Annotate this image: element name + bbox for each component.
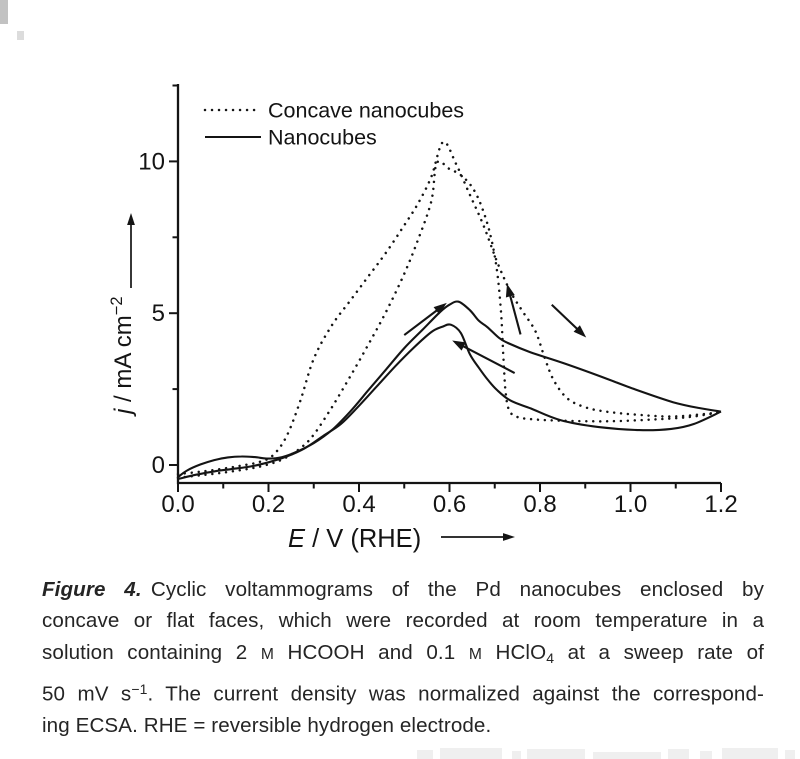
caption-text-4a: 50 mV s bbox=[42, 682, 132, 706]
caption-text-4b: . The current density was normalized aga… bbox=[147, 682, 764, 706]
reverse-rise-up-arrow-shaft bbox=[508, 294, 522, 335]
forward-descent-arrow-shaft bbox=[551, 303, 579, 331]
caption-line-5: ing ECSA. RHE = reversible hydrogen elec… bbox=[42, 713, 492, 737]
cropped-text-artifact bbox=[722, 748, 778, 759]
caption-line-1: Figure 4. Cyclic voltammograms of the Pd … bbox=[42, 574, 764, 605]
reverse-rise-up-arrow bbox=[505, 283, 522, 335]
backward-scan-left-arrow-shaft bbox=[461, 344, 516, 374]
x-axis-ticks: 0.0 0.2 0.4 0.6 0.8 1.0 1.2 bbox=[161, 483, 738, 518]
molar-smallcap-1: M bbox=[260, 645, 274, 663]
legend: Concave nanocubes Nanocubes bbox=[203, 99, 464, 150]
y-axis-direction-arrow bbox=[127, 213, 135, 288]
forward-scan-up-arrow bbox=[403, 302, 447, 336]
cropped-text-artifact bbox=[700, 751, 712, 759]
caption-line-4: 50 mV s−1. The current density was norma… bbox=[42, 674, 764, 710]
forward-scan-up-arrow-head bbox=[433, 302, 447, 315]
x-axis-label: E / V (RHE) bbox=[288, 525, 421, 553]
x-axis-direction-arrow-head bbox=[503, 533, 515, 541]
cropped-text-artifact bbox=[527, 749, 585, 759]
sweep-rate-superscript: −1 bbox=[131, 681, 148, 698]
hclo4-subscript: 4 bbox=[546, 649, 555, 666]
cropped-text-artifact bbox=[593, 752, 661, 759]
cropped-text-artifact bbox=[417, 750, 433, 759]
y-axis-ticks: 0 5 10 bbox=[138, 84, 178, 479]
cropped-text-artifact bbox=[512, 751, 521, 759]
legend-label: Concave nanocubes bbox=[268, 99, 464, 123]
series-nanocubes-forward bbox=[177, 300, 722, 478]
x-tick-label: 0.8 bbox=[523, 491, 556, 518]
y-tick-label: 0 bbox=[152, 452, 165, 479]
x-tick-label: 1.0 bbox=[614, 491, 647, 518]
y-tick-label: 5 bbox=[152, 300, 165, 327]
x-axis-label-text: E / V (RHE) bbox=[288, 525, 421, 553]
forward-descent-arrow-head bbox=[573, 325, 587, 338]
cropped-text-artifact bbox=[668, 749, 689, 759]
figure-label: Figure 4. bbox=[42, 578, 142, 601]
forward-descent-arrow bbox=[551, 303, 587, 338]
caption-line-2: concave or flat faces, which were record… bbox=[42, 609, 764, 633]
x-tick-label: 0.2 bbox=[252, 491, 285, 518]
caption-text-3b: HCOOH and 0.1 bbox=[273, 640, 469, 664]
cropped-artifact-top-left-2 bbox=[17, 31, 24, 40]
legend-item-nanocubes: Nanocubes bbox=[205, 126, 377, 150]
backward-scan-left-arrow-head bbox=[452, 340, 466, 351]
reverse-rise-up-arrow-head bbox=[505, 283, 515, 298]
caption-text-3d: at a sweep rate of bbox=[554, 640, 764, 664]
legend-label: Nanocubes bbox=[268, 126, 377, 150]
series-concave-nanocubes-backward bbox=[176, 160, 723, 480]
y-axis-label: j / mA cm−2 bbox=[108, 297, 137, 418]
x-axis-direction-arrow bbox=[441, 533, 515, 541]
y-axis-label-text: j / mA cm−2 bbox=[108, 297, 137, 418]
forward-scan-up-arrow-shaft bbox=[403, 308, 439, 336]
cv-chart-svg: 0.0 0.2 0.4 0.6 0.8 1.0 1.2 0 5 10 Concave nanocub… bbox=[108, 84, 738, 553]
y-tick-label: 10 bbox=[138, 148, 165, 175]
x-tick-label: 0.6 bbox=[433, 491, 466, 518]
cropped-text-artifact bbox=[785, 750, 795, 759]
series-concave-nanocubes-forward bbox=[176, 140, 723, 476]
y-axis-direction-arrow-head bbox=[127, 213, 135, 225]
legend-item-concave-nanocubes: Concave nanocubes bbox=[203, 99, 464, 123]
figure-caption: Figure 4. Cyclic voltammograms of the Pd … bbox=[42, 574, 764, 741]
series-nanocubes-backward bbox=[177, 323, 722, 481]
x-tick-label: 0.4 bbox=[342, 491, 375, 518]
x-tick-label: 1.2 bbox=[704, 491, 737, 518]
cv-chart: 0.0 0.2 0.4 0.6 0.8 1.0 1.2 0 5 10 Concave nanocub… bbox=[108, 84, 738, 553]
x-tick-label: 0.0 bbox=[161, 491, 194, 518]
caption-text-3a: solution containing 2 bbox=[42, 640, 261, 664]
caption-text-1: Cyclic voltammograms of the Pd nanocubes… bbox=[150, 578, 764, 601]
cropped-text-artifact bbox=[440, 748, 502, 759]
cropped-artifact-top-left bbox=[0, 0, 8, 24]
molar-smallcap-2: M bbox=[468, 645, 482, 663]
caption-text-3c: HClO bbox=[481, 640, 547, 664]
caption-line-3: solution containing 2 M HCOOH and 0.1 M … bbox=[42, 637, 764, 674]
backward-scan-left-arrow bbox=[452, 340, 516, 374]
axes bbox=[176, 84, 721, 485]
